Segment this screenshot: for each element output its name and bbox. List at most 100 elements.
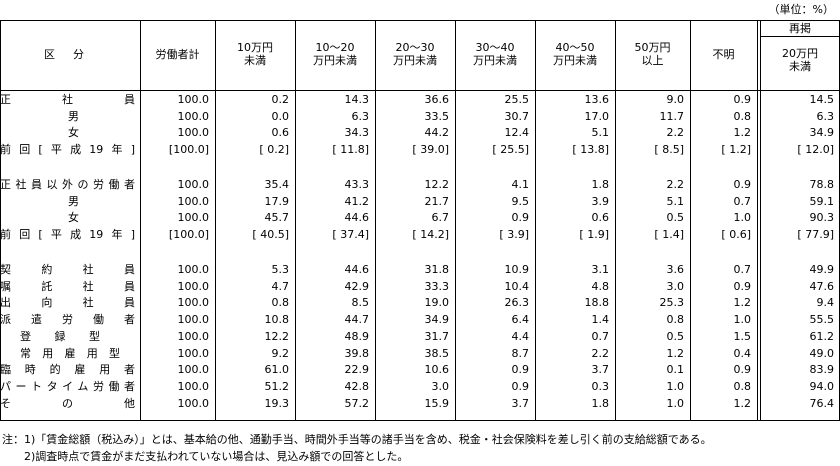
cell-value: 19.3 xyxy=(264,396,290,410)
cell-value: 3.9 xyxy=(591,194,610,208)
cell-value: 36.6 xyxy=(424,93,450,106)
row-label: 女 xyxy=(68,211,79,225)
cell-value: 83.9 xyxy=(809,363,835,377)
cell-value: 100.0 xyxy=(177,379,210,393)
cell-value: 10.9 xyxy=(504,263,530,276)
cell-value: 0.7 xyxy=(733,194,752,208)
cell-value: 78.8 xyxy=(809,178,835,191)
reprint-header: 再掲 xyxy=(789,22,811,35)
cell-value: 100.0 xyxy=(177,93,210,106)
cell-value: [ 13.8] xyxy=(572,143,609,157)
cell-value: 6.4 xyxy=(511,313,530,327)
cell-value: 25.3 xyxy=(659,296,685,310)
cell-value: 8.5 xyxy=(351,296,370,310)
cell-value: 10.8 xyxy=(264,313,290,327)
rule xyxy=(760,36,840,37)
row-label: 前回[平成19年] xyxy=(0,228,135,242)
cell-value: 94.0 xyxy=(809,379,835,393)
row-label: 常用雇用型 xyxy=(20,346,120,360)
cell-value: [ 25.5] xyxy=(492,143,529,157)
cell-value: 4.1 xyxy=(511,178,530,191)
rule xyxy=(535,20,536,420)
column-header: 20～30 万円未満 xyxy=(393,41,437,67)
cell-value: 1.2 xyxy=(733,126,752,140)
cell-value: 100.0 xyxy=(177,313,210,327)
cell-value: 21.7 xyxy=(424,194,450,208)
cell-value: 1.2 xyxy=(733,296,752,310)
cell-value: 0.3 xyxy=(591,379,610,393)
row-label: 前回[平成19年] xyxy=(0,143,135,157)
column-header: 不明 xyxy=(712,48,735,61)
row-label: 女 xyxy=(68,126,79,140)
column-header: 労働者計 xyxy=(155,48,200,61)
cell-value: 0.8 xyxy=(733,379,752,393)
cell-value: 31.8 xyxy=(424,263,450,276)
cell-value: [ 39.0] xyxy=(412,143,449,157)
cell-value: 100.0 xyxy=(177,296,210,310)
cell-value: 0.9 xyxy=(511,211,530,225)
cell-value: 90.3 xyxy=(809,211,835,225)
cell-value: 34.3 xyxy=(344,126,370,140)
cell-value: 0.7 xyxy=(591,329,610,343)
cell-value: [ 11.8] xyxy=(332,143,369,157)
cell-value: 3.1 xyxy=(591,263,610,276)
row-label: その他 xyxy=(0,396,135,410)
cell-value: 34.9 xyxy=(424,313,450,327)
cell-value: 100.0 xyxy=(177,211,210,225)
cell-value: 100.0 xyxy=(177,396,210,410)
cell-value: 5.3 xyxy=(271,263,290,276)
cell-value: 10.6 xyxy=(424,363,450,377)
cell-value: 1.0 xyxy=(666,396,685,410)
cell-value: 1.8 xyxy=(591,178,610,191)
row-label: 出向社員 xyxy=(0,296,135,310)
cell-value: 3.7 xyxy=(511,396,530,410)
cell-value: 61.2 xyxy=(809,329,835,343)
rule xyxy=(375,20,376,420)
rule xyxy=(0,20,1,420)
cell-value: 1.2 xyxy=(666,346,685,360)
cell-value: 4.7 xyxy=(271,279,290,293)
note: 2)調査時点で賃金がまだ支払われていない場合は、見込み額での回答とした。 xyxy=(2,450,409,463)
cell-value: [ 1.9] xyxy=(579,228,609,242)
cell-value: 8.7 xyxy=(511,346,530,360)
cell-value: 9.4 xyxy=(816,296,835,310)
cell-value: [ 8.5] xyxy=(654,143,684,157)
cell-value: 0.9 xyxy=(733,93,752,106)
cell-value: 0.4 xyxy=(733,346,752,360)
cell-value: 3.0 xyxy=(431,379,450,393)
cell-value: 17.9 xyxy=(264,194,290,208)
cell-value: 25.5 xyxy=(504,93,530,106)
cell-value: 12.4 xyxy=(504,126,530,140)
cell-value: 44.2 xyxy=(424,126,450,140)
cell-value: 100.0 xyxy=(177,194,210,208)
cell-value: 0.9 xyxy=(733,178,752,191)
cell-value: 0.9 xyxy=(733,363,752,377)
cell-value: 100.0 xyxy=(177,346,210,360)
cell-value: 1.8 xyxy=(591,396,610,410)
cell-value: 42.8 xyxy=(344,379,370,393)
cell-value: 17.0 xyxy=(584,109,610,123)
cell-value: 0.8 xyxy=(666,313,685,327)
rule xyxy=(215,20,216,420)
cell-value: 76.4 xyxy=(809,396,835,410)
header-category: 区分 xyxy=(44,48,84,61)
cell-value: 19.0 xyxy=(424,296,450,310)
cell-value: 9.5 xyxy=(511,194,530,208)
cell-value: 1.2 xyxy=(733,396,752,410)
cell-value: 45.7 xyxy=(264,211,290,225)
cell-value: 0.2 xyxy=(271,93,290,106)
cell-value: 0.7 xyxy=(733,263,752,276)
rule xyxy=(455,20,456,420)
cell-value: 51.2 xyxy=(264,379,290,393)
cell-value: 100.0 xyxy=(177,178,210,191)
cell-value: 1.0 xyxy=(666,379,685,393)
unit-label: （単位：%） xyxy=(768,3,834,16)
cell-value: 59.1 xyxy=(809,194,835,208)
cell-value: 33.3 xyxy=(424,279,450,293)
rule xyxy=(757,20,758,420)
cell-value: [ 77.9] xyxy=(797,228,834,242)
cell-value: [ 3.9] xyxy=(499,228,529,242)
row-label: 登録型 xyxy=(20,329,100,343)
cell-value: [ 37.4] xyxy=(332,228,369,242)
